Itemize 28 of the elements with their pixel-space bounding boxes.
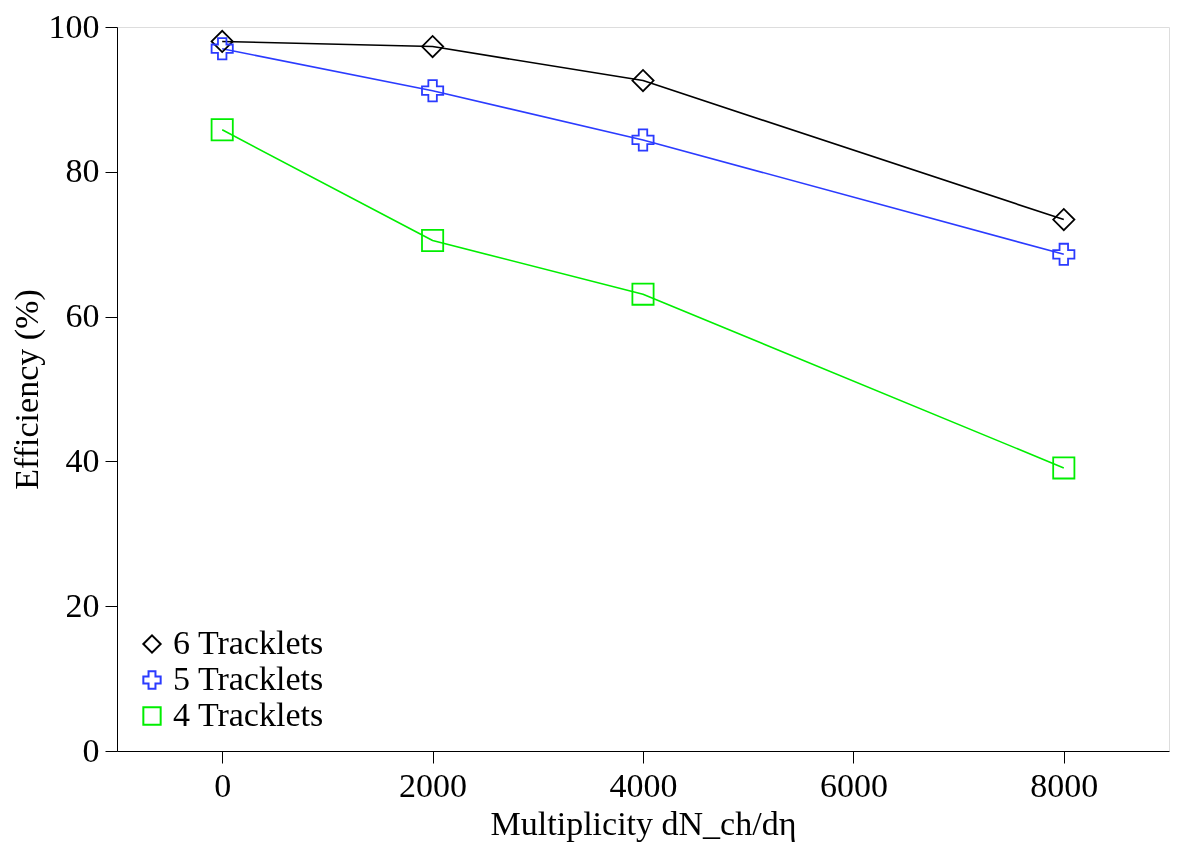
point <box>421 229 445 253</box>
y-tick-label: 40 <box>65 441 100 479</box>
legend-label: 4 Tracklets <box>173 696 324 733</box>
point <box>210 29 234 53</box>
point <box>1052 208 1076 232</box>
point <box>631 282 655 306</box>
point <box>421 79 445 103</box>
x-tick-label: 6000 <box>819 766 888 804</box>
point <box>210 118 234 142</box>
legend-label: 5 Tracklets <box>173 660 324 697</box>
point <box>210 37 234 61</box>
point <box>631 69 655 93</box>
x-tick-label: 2000 <box>399 766 468 804</box>
point <box>1052 242 1076 266</box>
legend-label: 6 Tracklets <box>173 624 324 661</box>
point <box>421 35 445 59</box>
x-tick-label: 8000 <box>1030 766 1099 804</box>
y-tick-label: 100 <box>48 7 100 45</box>
y-tick-label: 60 <box>65 297 100 335</box>
y-tick-label: 80 <box>65 152 100 190</box>
x-tick-label: 0 <box>214 766 232 804</box>
point <box>1052 456 1076 480</box>
y-tick-label: 20 <box>65 586 100 624</box>
point <box>631 128 655 152</box>
x-tick-label: 4000 <box>609 766 678 804</box>
x-axis-title: Multiplicity dN_ch/dη <box>490 804 797 842</box>
y-axis-title: Efficiency (%) <box>7 289 46 490</box>
y-tick-label: 0 <box>82 731 100 769</box>
